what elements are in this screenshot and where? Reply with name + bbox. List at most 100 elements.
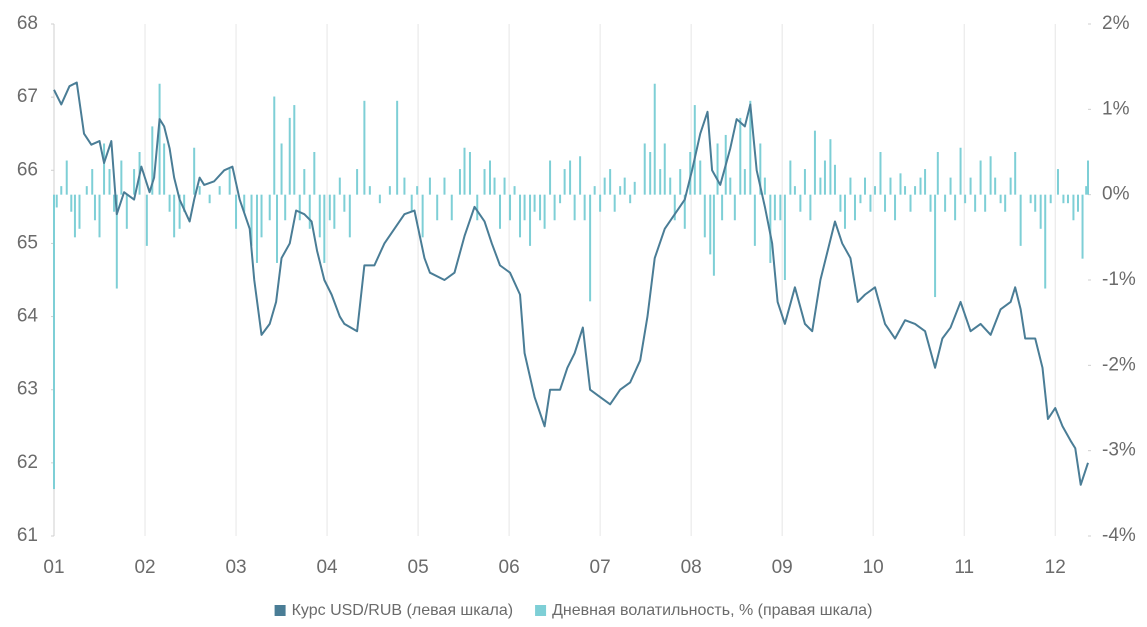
bar <box>773 194 776 221</box>
bar <box>579 156 582 195</box>
bar <box>553 194 556 221</box>
bar <box>869 194 872 212</box>
x-tick-label: 09 <box>772 557 793 578</box>
bar <box>793 186 796 195</box>
bar <box>1056 169 1059 195</box>
bar <box>899 173 902 195</box>
bar <box>874 186 877 195</box>
bar <box>509 194 512 221</box>
bar <box>488 160 491 195</box>
bar <box>994 177 997 195</box>
bar <box>833 164 836 195</box>
bar <box>235 194 238 229</box>
bar <box>969 177 972 195</box>
bar <box>914 186 917 195</box>
bar <box>1014 152 1017 195</box>
x-tick-label: 08 <box>681 557 702 578</box>
bar <box>396 100 399 195</box>
bar <box>250 194 253 246</box>
bar <box>158 83 161 195</box>
bar <box>583 194 586 221</box>
bar <box>919 177 922 195</box>
bar <box>255 194 258 263</box>
bar <box>178 194 181 229</box>
bar <box>759 143 762 195</box>
bar <box>113 194 116 212</box>
bar <box>539 194 542 221</box>
bar <box>894 194 897 221</box>
x-tick-label: 07 <box>590 557 611 578</box>
bar <box>1049 194 1052 204</box>
y-tick-label: 65 <box>17 232 38 253</box>
bar <box>328 194 331 221</box>
x-tick-label: 11 <box>954 557 974 578</box>
bar <box>303 169 306 195</box>
legend-swatch <box>535 605 547 616</box>
bar <box>168 194 171 212</box>
legend-swatch <box>274 605 286 616</box>
bar <box>85 186 88 195</box>
bar <box>783 194 786 280</box>
bar <box>493 177 496 195</box>
bar <box>183 194 186 212</box>
bar <box>193 147 196 195</box>
bar <box>613 194 616 212</box>
bar <box>799 194 802 212</box>
bar <box>663 143 666 195</box>
bar <box>298 194 301 221</box>
bar <box>503 177 506 195</box>
bar <box>803 169 806 195</box>
y2-tick-label: -1% <box>1102 269 1136 290</box>
bar <box>145 194 148 246</box>
bar <box>323 194 326 263</box>
bar <box>623 177 626 195</box>
bar <box>243 194 246 212</box>
x-tick-label: 05 <box>408 557 429 578</box>
bar <box>1081 194 1084 259</box>
bar <box>1072 194 1075 221</box>
bar <box>523 194 526 221</box>
bar <box>549 160 552 195</box>
bar <box>428 177 431 195</box>
bar <box>763 177 766 195</box>
bar <box>308 194 311 229</box>
bar <box>593 186 596 195</box>
bar <box>313 152 316 195</box>
bar <box>543 194 546 229</box>
bar <box>421 194 424 238</box>
bar <box>468 152 471 195</box>
y2-tick-label: -3% <box>1102 440 1136 461</box>
x-tick-label: 02 <box>134 557 155 578</box>
bar <box>120 160 123 195</box>
bar <box>904 186 907 195</box>
bar <box>476 194 479 221</box>
bar <box>679 169 682 195</box>
bar <box>819 177 822 195</box>
x-tick-label: 04 <box>316 557 338 578</box>
y2-tick-label: -4% <box>1102 525 1136 546</box>
bar <box>683 194 686 229</box>
bar <box>318 194 321 238</box>
line <box>53 81 1089 486</box>
bar <box>733 194 736 221</box>
bar <box>276 194 279 263</box>
bar <box>716 143 719 195</box>
bar <box>1066 194 1069 204</box>
bar <box>208 194 211 204</box>
bar <box>363 100 366 195</box>
bar <box>529 194 532 246</box>
bar <box>924 169 927 195</box>
y2-tick-label: -2% <box>1102 354 1136 375</box>
bar <box>673 194 676 221</box>
bar <box>653 83 656 195</box>
bar <box>378 194 381 204</box>
bar <box>348 194 351 238</box>
bar <box>769 194 772 263</box>
bar <box>884 194 887 212</box>
bar <box>293 105 296 195</box>
bar <box>1039 194 1042 229</box>
bar <box>53 194 55 490</box>
bar <box>979 160 982 195</box>
bar <box>133 169 136 195</box>
bar <box>218 186 221 195</box>
